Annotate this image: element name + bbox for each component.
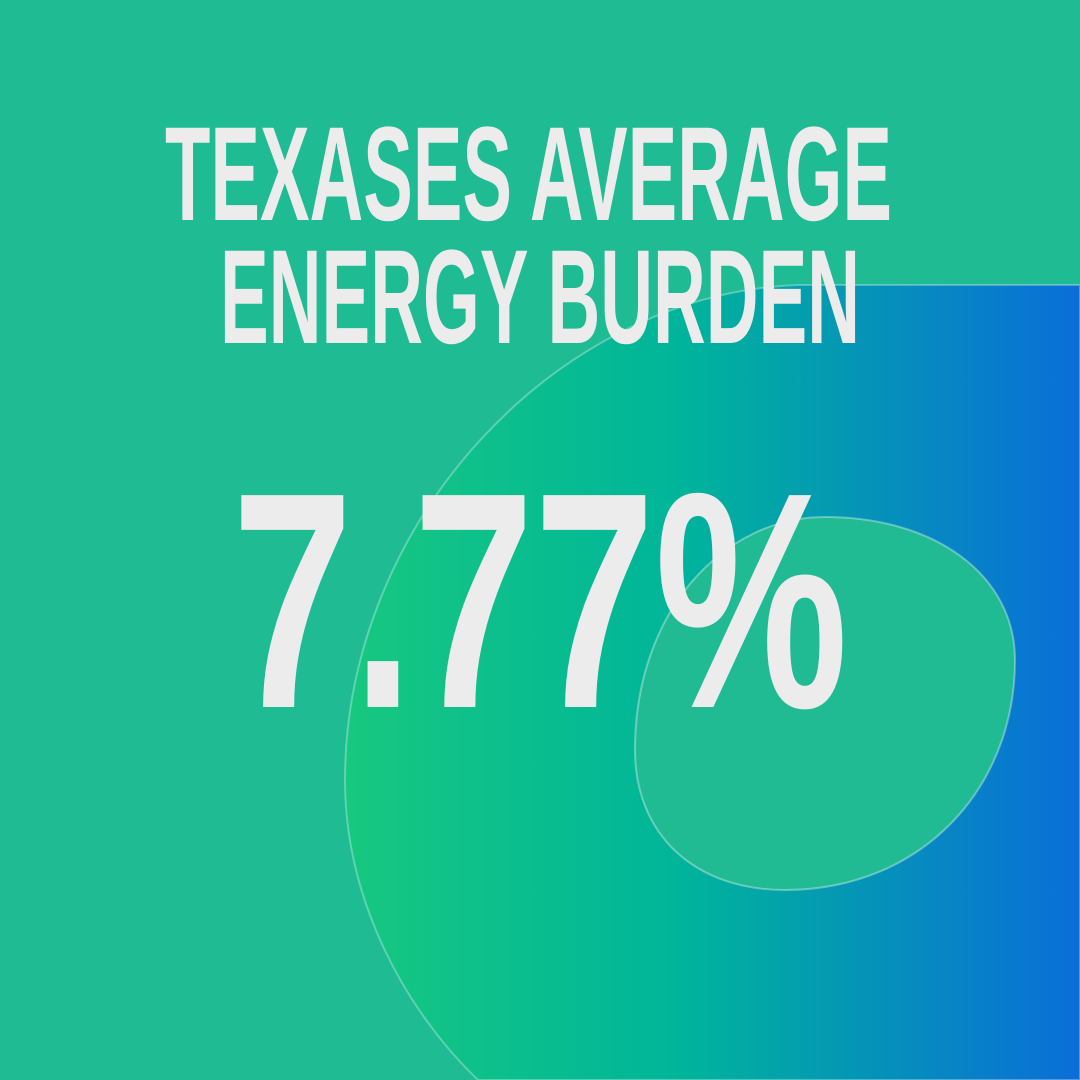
title-line: TEXASES AVERAGE [165, 100, 892, 249]
decor-ellipse [633, 515, 1017, 892]
title-line: ENERGY BURDEN [220, 223, 860, 372]
stat-value: 7.77% [232, 429, 848, 773]
